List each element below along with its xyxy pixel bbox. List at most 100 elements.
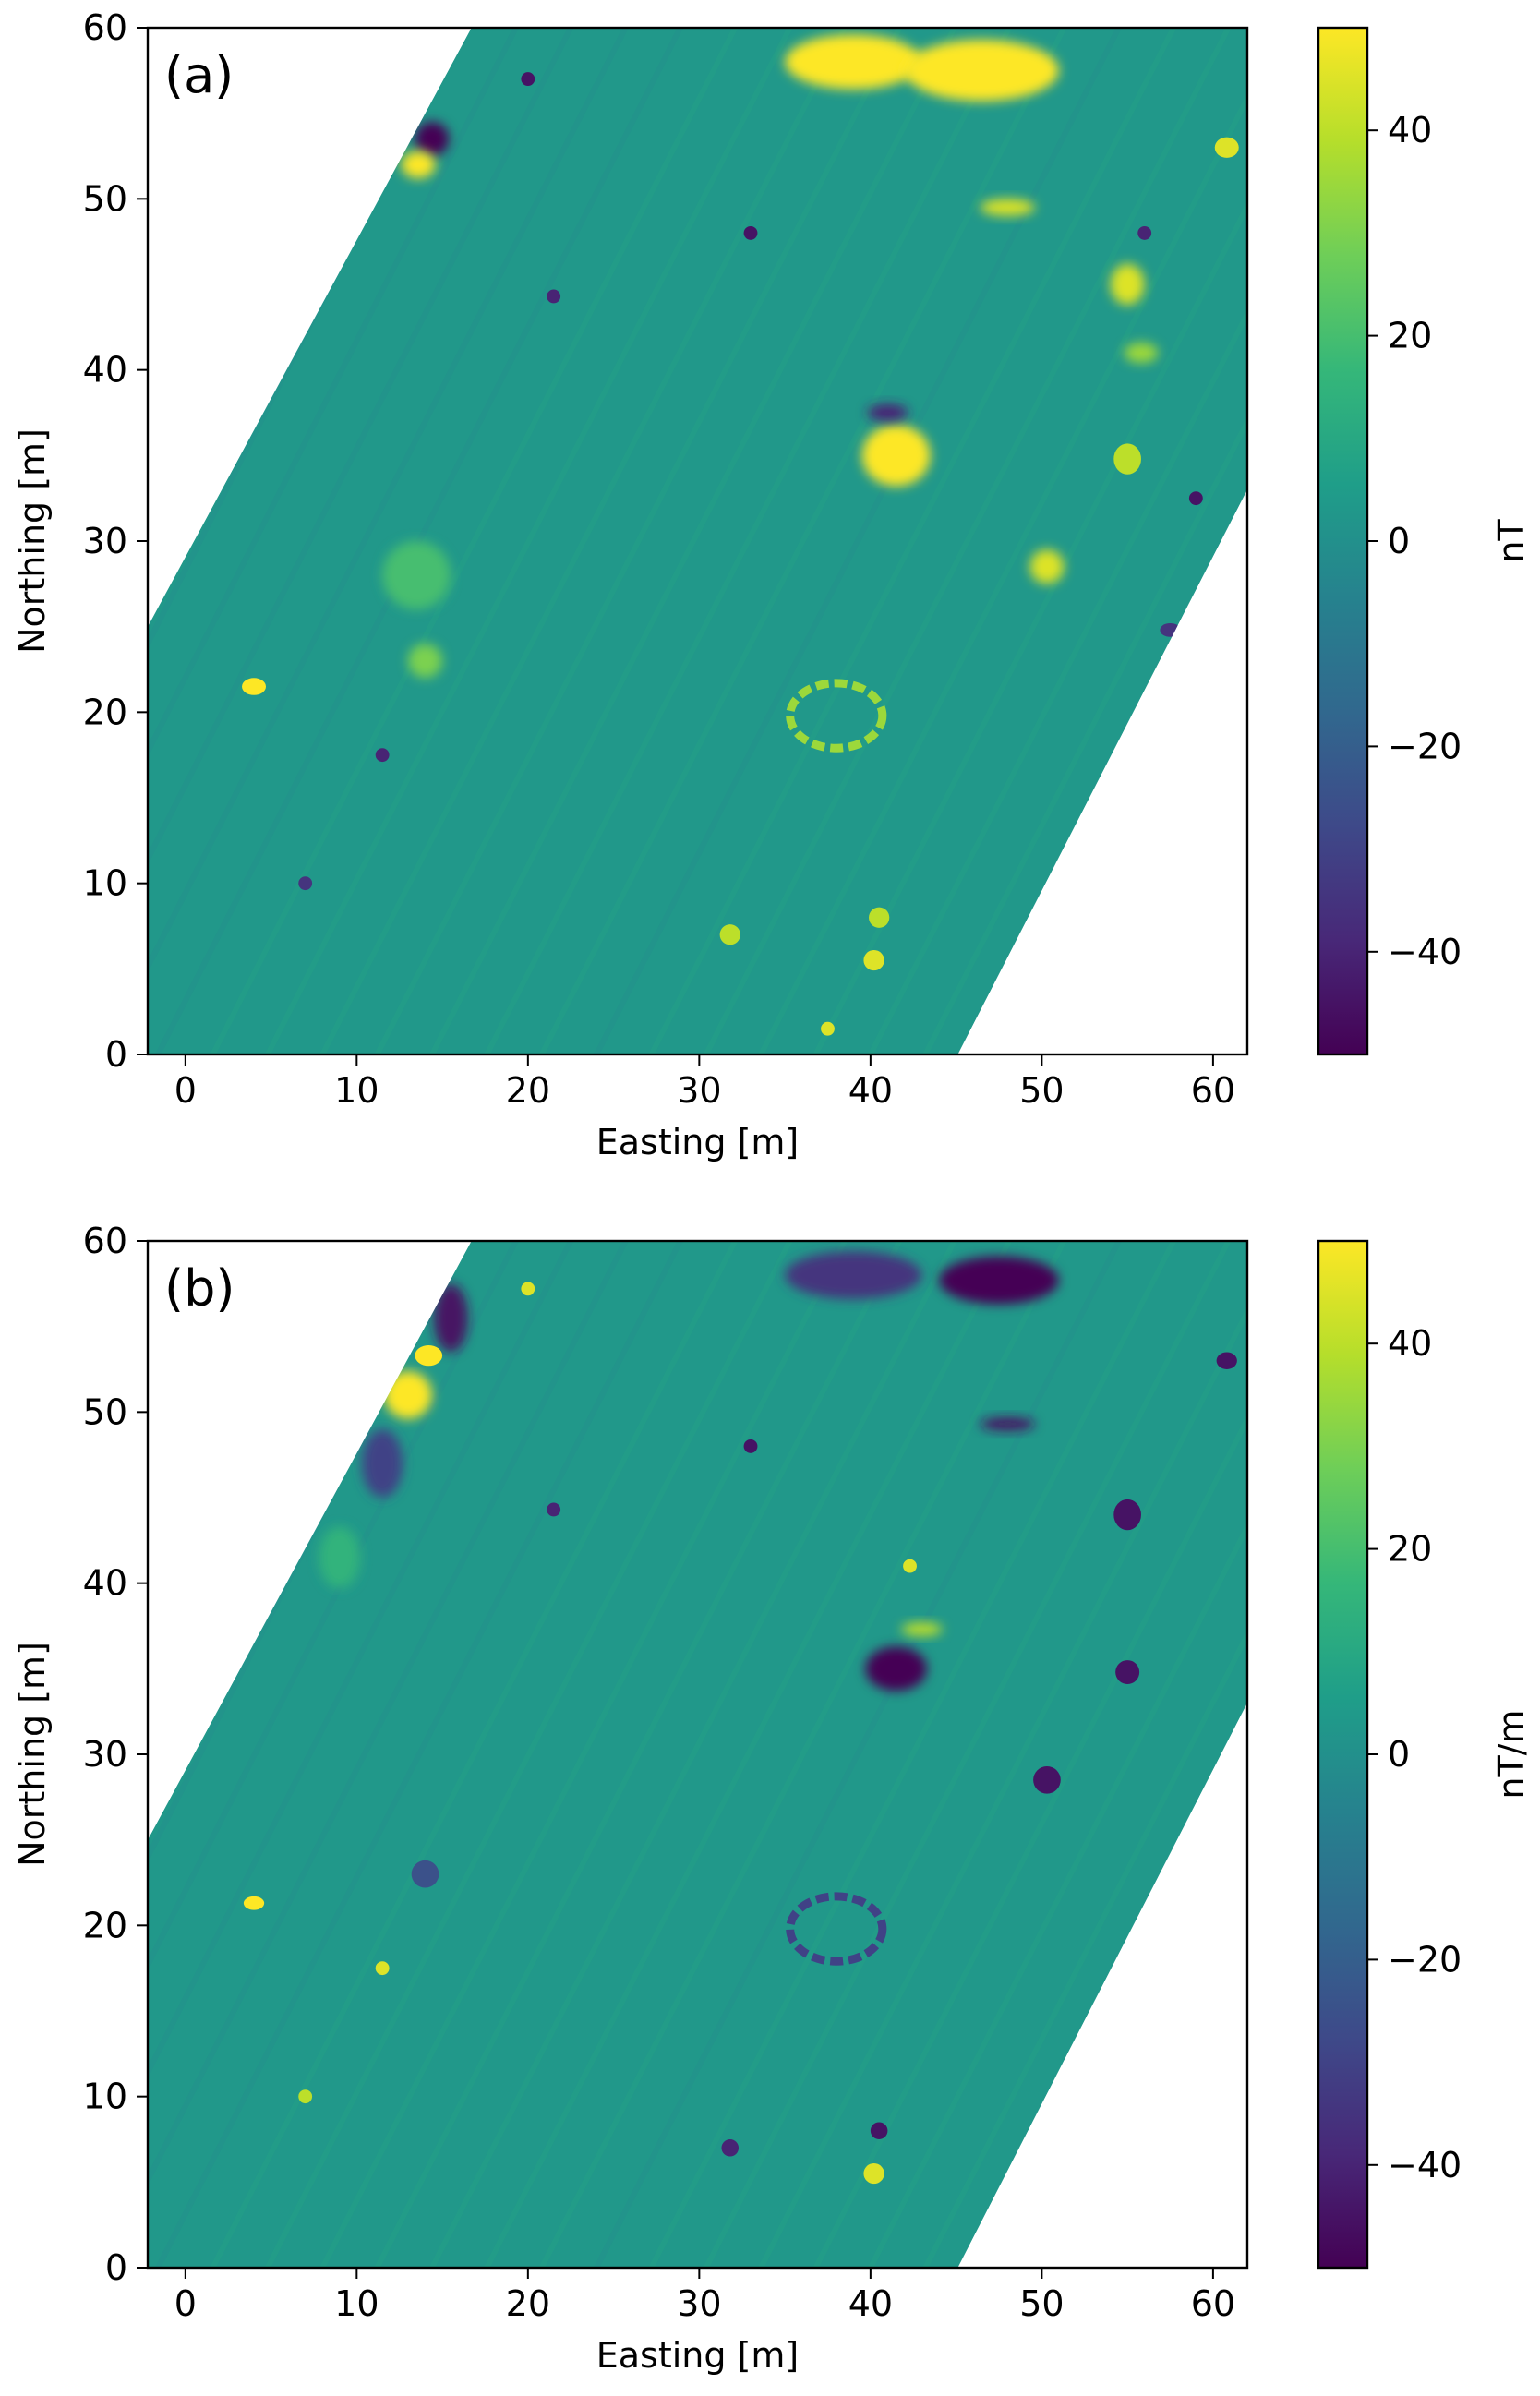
anomaly (375, 748, 390, 763)
anomaly (1029, 549, 1065, 584)
survey-line-stripe (594, 28, 1122, 1054)
survey-line-stripe (265, 28, 793, 1054)
colorbar (1317, 1239, 1369, 2270)
anomaly (415, 1345, 443, 1367)
survey-line-stripe (539, 28, 1067, 1054)
anomaly (1110, 263, 1145, 306)
anomaly (298, 876, 313, 891)
anomaly (785, 34, 922, 90)
survey-line-stripe (484, 28, 1012, 1054)
anomaly (1214, 137, 1239, 158)
survey-line-stripe (148, 1241, 573, 2268)
colorbar-tick-label: −40 (1388, 2145, 1462, 2185)
survey-line-stripe (704, 1241, 1232, 2268)
survey-line-stripe (922, 28, 1247, 1054)
ring-anomaly (786, 1892, 887, 1966)
survey-line-stripe (648, 28, 1176, 1054)
colorbar-tick-label: −20 (1388, 1939, 1462, 1980)
anomaly (719, 924, 740, 945)
colorbar-tick-label: −40 (1388, 932, 1462, 972)
anomaly (243, 1896, 265, 1910)
survey-line-stripe (812, 1241, 1247, 2268)
colorbar-tick-label: 40 (1388, 110, 1432, 151)
anomaly (821, 1021, 835, 1036)
survey-line-stripe (319, 28, 848, 1054)
anomaly (407, 644, 443, 679)
y-tick-label: 10 (83, 2077, 127, 2117)
anomaly (1115, 1660, 1140, 1685)
panel-label: (a) (164, 46, 234, 104)
x-tick-label: 40 (848, 1070, 893, 1111)
anomaly (411, 1860, 439, 1888)
anomaly (1113, 443, 1141, 475)
anomaly (1124, 343, 1159, 364)
anomaly (433, 1283, 468, 1353)
anomaly (401, 151, 436, 179)
x-tick-label: 10 (334, 1070, 379, 1111)
survey-line-stripe (594, 1241, 1122, 2268)
anomaly (863, 949, 884, 971)
anomaly (980, 1416, 1035, 1431)
anomaly (743, 225, 758, 240)
x-axis-label: Easting [m] (596, 1122, 800, 1162)
survey-line-stripe (155, 28, 683, 1054)
y-tick-label: 40 (83, 1563, 127, 1604)
survey-area (148, 1241, 1247, 2268)
x-tick-label: 10 (334, 2283, 379, 2324)
x-tick-label: 0 (174, 1070, 197, 1111)
anomaly (980, 199, 1035, 216)
survey-line-stripe (758, 28, 1247, 1054)
colorbar-label: nT (1491, 519, 1532, 563)
survey-line-stripe (429, 28, 957, 1054)
y-tick-label: 30 (83, 1734, 127, 1775)
anomaly (1188, 491, 1203, 506)
anomaly (939, 1256, 1059, 1305)
survey-line-stripe (148, 28, 629, 1054)
anomaly (1216, 1352, 1237, 1369)
y-tick-label: 20 (83, 1905, 127, 1945)
x-tick-label: 0 (174, 2283, 197, 2324)
anomaly (861, 424, 931, 487)
anomaly (867, 403, 908, 422)
x-tick-label: 20 (506, 1070, 550, 1111)
colorbar-tick-label: 0 (1388, 521, 1410, 561)
x-tick-label: 20 (506, 2283, 550, 2324)
anomaly (863, 2162, 884, 2185)
anomaly (521, 72, 535, 87)
anomaly (384, 1370, 432, 1419)
survey-line-stripe (868, 28, 1247, 1054)
y-tick-label: 60 (83, 1221, 127, 1261)
anomaly (415, 121, 450, 156)
y-tick-label: 0 (105, 1034, 127, 1075)
y-tick-label: 10 (83, 863, 127, 904)
anomaly (521, 1282, 535, 1296)
anomaly (547, 289, 561, 304)
survey-line-stripe (374, 28, 903, 1054)
survey-line-stripe (429, 1241, 957, 2268)
survey-line-stripe (484, 1241, 1012, 2268)
x-tick-label: 30 (677, 1070, 721, 1111)
anomaly (1137, 225, 1152, 240)
survey-line-stripe (148, 28, 573, 1054)
x-tick-label: 30 (677, 2283, 721, 2324)
anomaly (903, 1559, 917, 1573)
colorbar-tick-label: 0 (1388, 1734, 1410, 1775)
survey-line-stripe (265, 1241, 793, 2268)
colorbar-tick-label: 40 (1388, 1323, 1432, 1364)
anomaly (361, 1428, 403, 1498)
survey-line-stripe (319, 1241, 848, 2268)
panel-label: (b) (164, 1259, 235, 1318)
anomaly (382, 541, 451, 610)
y-tick-label: 40 (83, 350, 127, 391)
survey-line-stripe (704, 28, 1232, 1054)
colorbar (1317, 26, 1369, 1056)
x-tick-label: 40 (848, 2283, 893, 2324)
anomaly (869, 907, 890, 928)
y-axis-label: Northing [m] (12, 1642, 53, 1867)
survey-line-stripe (648, 1241, 1176, 2268)
x-tick-label: 60 (1191, 1070, 1235, 1111)
ring-anomaly (786, 679, 887, 753)
survey-line-stripe (374, 1241, 903, 2268)
x-axis-label: Easting [m] (596, 2335, 800, 2376)
survey-line-stripe (758, 1241, 1247, 2268)
